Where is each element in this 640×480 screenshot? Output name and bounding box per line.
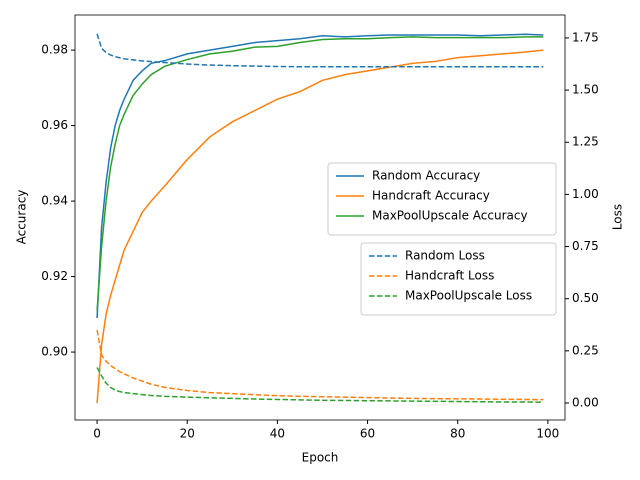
legend-label: MaxPoolUpscale Accuracy (372, 209, 528, 223)
legend-box (327, 162, 557, 236)
legend-label: MaxPoolUpscale Loss (405, 289, 532, 303)
y2-axis-label: Loss (611, 204, 625, 230)
x-tick-label: 40 (270, 427, 285, 441)
y2-tick-label: 1.25 (572, 135, 599, 149)
y2-tick-label: 0.00 (572, 395, 599, 409)
y-axis-label: Accuracy (15, 190, 29, 245)
y-tick-label: 0.92 (41, 269, 68, 283)
line-series (96, 33, 544, 68)
line-series (96, 367, 544, 403)
legend-label: Handcraft Accuracy (372, 189, 490, 203)
y2-tick-label: 1.00 (572, 187, 599, 201)
line-series (96, 36, 544, 311)
y2-tick-label: 0.25 (572, 343, 599, 357)
legend-label: Random Loss (405, 249, 485, 263)
x-tick-label: 0 (93, 427, 101, 441)
y-tick-label: 0.90 (41, 345, 68, 359)
line-series (96, 33, 544, 319)
legend-label: Random Accuracy (372, 169, 480, 183)
line-series (96, 49, 544, 404)
line-series (96, 329, 544, 401)
y2-tick-label: 0.75 (572, 239, 599, 253)
legend-label: Handcraft Loss (405, 269, 494, 283)
x-tick-label: 80 (450, 427, 465, 441)
y2-tick-label: 1.50 (572, 83, 599, 97)
y2-tick-label: 1.75 (572, 30, 599, 44)
x-tick-label: 20 (180, 427, 195, 441)
plot-frame (74, 14, 566, 421)
x-tick-label: 100 (536, 427, 559, 441)
x-tick-label: 60 (360, 427, 375, 441)
x-axis-label: Epoch (302, 451, 339, 465)
y-tick-label: 0.96 (41, 118, 68, 132)
y2-tick-label: 0.50 (572, 291, 599, 305)
legend-box (360, 242, 557, 316)
y-tick-label: 0.94 (41, 194, 68, 208)
y-tick-label: 0.98 (41, 43, 68, 57)
